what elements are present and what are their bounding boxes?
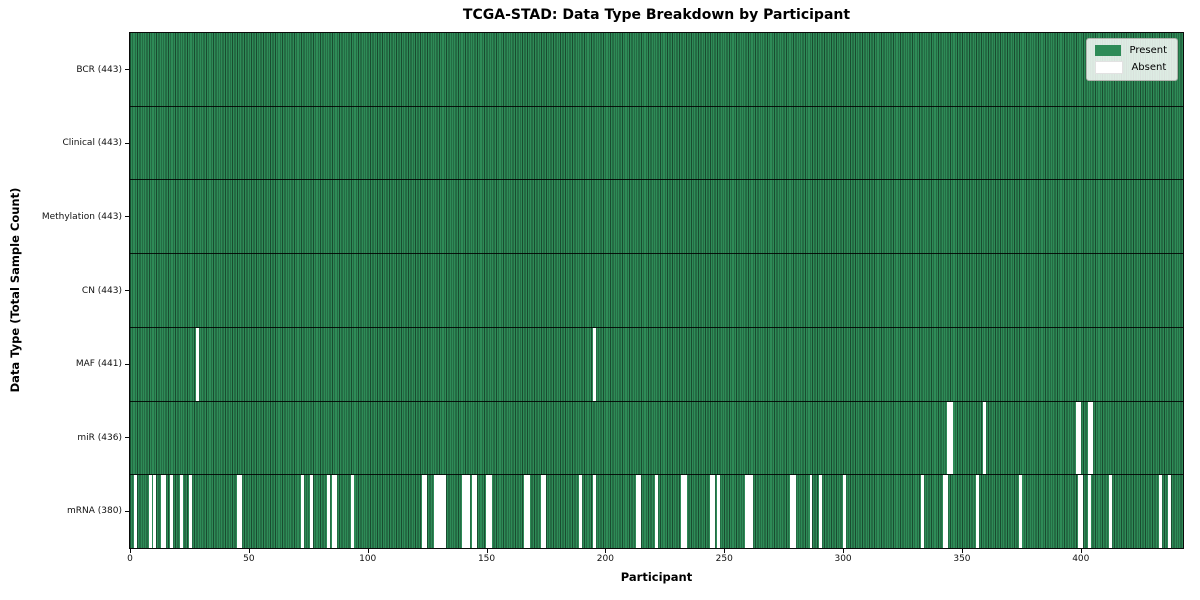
absent-stripe [236, 475, 242, 549]
heatmap-row-Methylation [130, 180, 1183, 255]
y-tick-label: BCR (443) [76, 64, 122, 75]
absent-stripe [1078, 475, 1084, 549]
heatmap-row-miR [130, 401, 1183, 476]
absent-stripe [921, 475, 925, 549]
y-tick-label: MAF (441) [75, 359, 122, 370]
legend-item-present: Present [1095, 45, 1167, 56]
absent-stripe [300, 475, 304, 549]
absent-stripe [471, 475, 478, 549]
absent-stripe [1075, 401, 1082, 475]
y-tick-label: Clinical (443) [62, 138, 122, 149]
absent-stripe [433, 475, 447, 549]
absent-stripe [709, 475, 716, 549]
x-tick-mark [961, 549, 963, 553]
x-tick-mark [843, 549, 845, 553]
legend: Present Absent [1086, 38, 1178, 81]
heatmap-row-BCR [130, 33, 1183, 107]
absent-stripe [716, 475, 720, 549]
x-tick-label: 400 [1072, 554, 1090, 564]
absent-stripe [148, 475, 152, 549]
absent-stripe [1109, 475, 1112, 549]
y-tick-mark [125, 363, 129, 365]
x-tick-label: 0 [127, 554, 133, 564]
x-tick-label: 350 [953, 554, 971, 564]
x-tick-label: 50 [243, 554, 255, 564]
absent-stripe [593, 475, 597, 549]
absent-stripe [189, 475, 193, 549]
plot-area [130, 33, 1183, 549]
absent-stripe [170, 475, 174, 549]
x-tick-mark [130, 549, 131, 553]
x-tick-mark [486, 549, 488, 553]
x-axis-label: Participant [620, 570, 693, 584]
absent-stripe [947, 401, 953, 475]
absent-stripe [1018, 475, 1022, 549]
y-tick-mark [125, 290, 129, 291]
absent-stripe [196, 327, 200, 401]
absent-stripe [160, 475, 166, 549]
x-tick-label: 200 [596, 554, 614, 564]
x-tick-mark [367, 549, 369, 553]
x-tick-label: 250 [715, 554, 733, 564]
absent-stripe [745, 475, 754, 549]
absent-stripe [1168, 475, 1172, 549]
y-tick-mark [125, 437, 129, 439]
y-tick-mark [125, 510, 129, 512]
chart-title: TCGA-STAD: Data Type Breakdown by Partic… [462, 7, 851, 23]
heatmap-row-Clinical [130, 106, 1183, 181]
x-tick-mark [724, 549, 726, 553]
y-tick-label: mRNA (380) [67, 506, 122, 517]
absent-stripe [462, 475, 471, 549]
absent-stripe [486, 475, 492, 549]
x-tick-label: 300 [834, 554, 852, 564]
absent-stripe [326, 475, 330, 549]
absent-stripe [1158, 475, 1162, 549]
absent-stripe [524, 475, 530, 549]
x-tick-mark [1080, 549, 1082, 553]
absent-stripe [422, 475, 428, 549]
absent-stripe [681, 475, 687, 549]
y-tick-mark [125, 216, 129, 218]
heatmap-row-CN [130, 254, 1183, 328]
absent-stripe [1087, 475, 1091, 549]
absent-stripe [819, 475, 822, 549]
absent-stripe [655, 475, 658, 549]
absent-stripe [310, 475, 314, 549]
absent-stripe [790, 475, 796, 549]
absent-stripe [540, 475, 547, 549]
legend-label-absent: Absent [1131, 62, 1167, 73]
x-tick-label: 150 [477, 554, 496, 564]
absent-stripe [942, 475, 948, 549]
absent-stripe [179, 475, 183, 549]
y-tick-label: miR (436) [77, 432, 122, 443]
absent-stripe [842, 475, 846, 549]
heatmap-row-mRNA [130, 475, 1183, 549]
legend-label-present: Present [1129, 45, 1167, 56]
x-tick-mark [605, 549, 607, 553]
absent-stripe [1087, 401, 1093, 475]
y-tick-label: CN (443) [81, 285, 122, 296]
absent-stripe [578, 475, 582, 549]
x-tick-label: 100 [359, 554, 377, 564]
absent-stripe [975, 475, 979, 549]
legend-item-absent: Absent [1095, 61, 1167, 74]
present-swatch-icon [1095, 45, 1122, 56]
y-tick-mark [125, 69, 129, 71]
absent-stripe [153, 475, 157, 549]
y-tick-mark [125, 142, 129, 144]
absent-stripe [983, 401, 986, 475]
absent-swatch-icon [1095, 61, 1124, 74]
absent-stripe [350, 475, 354, 549]
x-tick-mark [248, 549, 250, 553]
absent-stripe [331, 475, 338, 549]
absent-stripe [593, 327, 597, 401]
absent-stripe [635, 475, 642, 549]
heatmap-row-MAF [130, 327, 1183, 402]
absent-stripe [134, 475, 138, 549]
absent-stripe [809, 475, 813, 549]
y-tick-label: Methylation (443) [41, 211, 122, 222]
